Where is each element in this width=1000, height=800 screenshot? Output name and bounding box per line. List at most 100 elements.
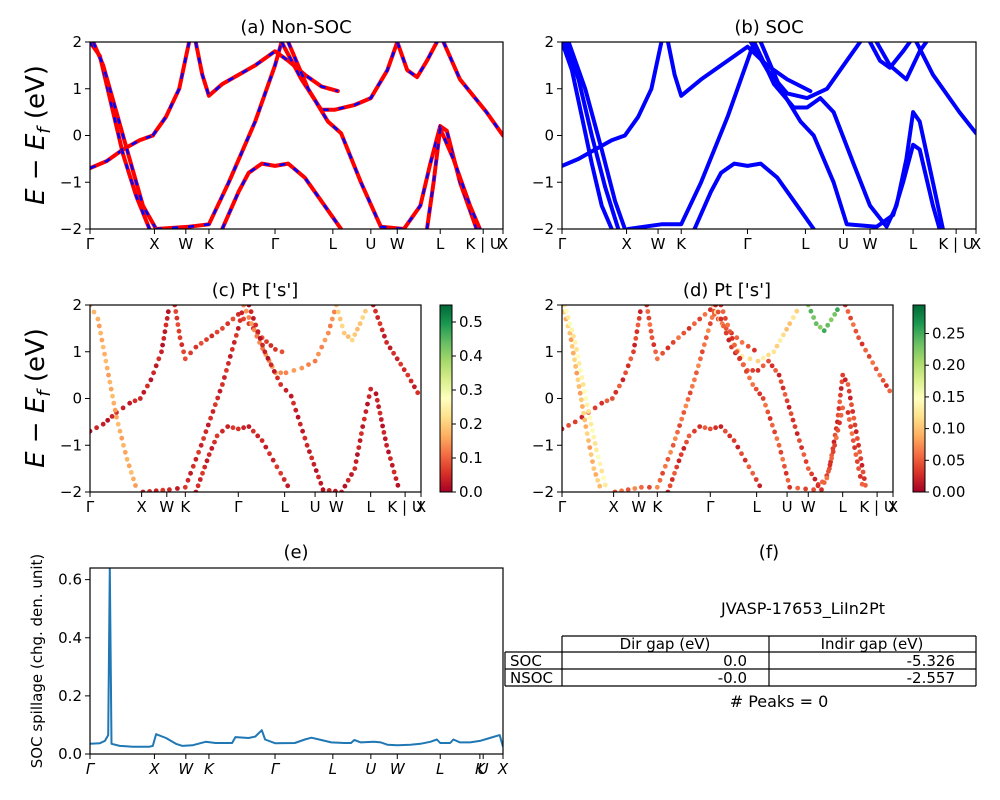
y-tick-label: 1 bbox=[544, 80, 554, 98]
x-tick-label: L bbox=[801, 235, 810, 253]
band-line bbox=[752, 42, 945, 229]
band-point bbox=[583, 396, 589, 401]
band-point bbox=[564, 308, 569, 314]
band-point bbox=[162, 329, 168, 335]
band-point bbox=[604, 398, 610, 404]
band-point bbox=[368, 386, 374, 392]
band-point bbox=[260, 342, 265, 348]
x-tick-label: K | U bbox=[387, 498, 422, 516]
band-point bbox=[853, 452, 859, 457]
panel-d-colorbar: 0.25 0.20 0.15 0.10 0.05 0.00 bbox=[912, 304, 965, 501]
band-point bbox=[631, 349, 636, 355]
x-tick-label: X bbox=[149, 235, 159, 253]
band-point bbox=[94, 425, 99, 431]
plot-frame bbox=[89, 567, 504, 755]
y-tick-label: 0 bbox=[72, 127, 82, 145]
x-tick-label: X bbox=[971, 235, 981, 253]
y-tick-label: 1 bbox=[544, 343, 554, 361]
band-point bbox=[848, 315, 853, 321]
band-line bbox=[692, 161, 816, 229]
y-tick-label: −2 bbox=[532, 220, 554, 238]
band-point bbox=[237, 318, 243, 323]
band-point bbox=[713, 425, 718, 431]
band-point bbox=[248, 309, 254, 315]
band-point bbox=[591, 466, 597, 471]
band-point bbox=[122, 449, 128, 455]
band-point bbox=[283, 387, 289, 393]
panel-c-ylabel-unit: (eV) bbox=[21, 328, 51, 390]
band-point bbox=[842, 377, 848, 383]
band-point bbox=[794, 308, 800, 314]
band-point bbox=[220, 382, 225, 387]
band-point bbox=[828, 317, 834, 323]
band-point bbox=[767, 416, 773, 421]
band-line bbox=[91, 42, 159, 229]
band-point bbox=[175, 486, 180, 491]
band-point bbox=[662, 463, 668, 469]
band-point bbox=[374, 397, 380, 403]
band-point bbox=[278, 370, 284, 376]
panel-d: (d) Pt ['s'] 210−1−2Γ X W K Γ L U W L K | UX 0.25… bbox=[532, 280, 966, 516]
band-point bbox=[161, 336, 167, 341]
panel-c-ylabel: E − Ef (eV) bbox=[21, 328, 55, 468]
x-tick-label: Γ bbox=[271, 760, 281, 778]
band-point bbox=[363, 409, 369, 414]
band-point bbox=[145, 383, 150, 389]
band-point bbox=[857, 474, 863, 479]
band-point bbox=[587, 415, 593, 421]
band-point bbox=[212, 402, 218, 408]
band-point bbox=[811, 487, 816, 492]
band-point bbox=[648, 328, 654, 334]
spillage-line bbox=[90, 568, 503, 748]
band-point bbox=[790, 315, 796, 320]
panel-f-title: (f) bbox=[759, 542, 779, 563]
band-point bbox=[740, 362, 746, 368]
y-tick-label: 1 bbox=[72, 80, 82, 98]
band-point bbox=[270, 457, 276, 463]
band-line-soc-overlay bbox=[425, 123, 482, 229]
band-point bbox=[782, 463, 787, 469]
band-point bbox=[731, 438, 737, 443]
band-point bbox=[333, 488, 338, 492]
band-point bbox=[345, 334, 351, 339]
band-point bbox=[188, 350, 194, 356]
band-point bbox=[112, 407, 118, 413]
band-point bbox=[253, 322, 259, 328]
band-point bbox=[246, 424, 252, 429]
band-point bbox=[884, 383, 889, 388]
gap-table-row-soc-label: SOC bbox=[510, 652, 542, 670]
band-point bbox=[316, 474, 321, 480]
band-point bbox=[849, 402, 854, 408]
panel-a-series bbox=[90, 42, 503, 229]
x-tick-label: X bbox=[416, 498, 426, 516]
band-point bbox=[195, 483, 201, 489]
band-point bbox=[220, 428, 225, 434]
colorbar-tick-label: 0.20 bbox=[932, 356, 965, 374]
band-point bbox=[580, 382, 586, 387]
band-point bbox=[702, 312, 708, 317]
band-point bbox=[619, 488, 624, 492]
band-point bbox=[742, 457, 748, 463]
band-point bbox=[665, 345, 671, 351]
y-tick-label: 0 bbox=[72, 390, 82, 408]
band-point bbox=[670, 340, 676, 345]
band-point bbox=[588, 452, 594, 457]
band-point bbox=[653, 349, 658, 355]
band-point bbox=[578, 368, 583, 373]
band-line bbox=[562, 42, 614, 229]
band-point bbox=[832, 442, 838, 448]
band-point bbox=[378, 417, 384, 422]
band-point bbox=[133, 483, 138, 488]
band-point bbox=[365, 401, 370, 407]
band-point bbox=[584, 402, 590, 408]
band-point bbox=[572, 340, 578, 345]
x-tick-label: K bbox=[180, 498, 191, 516]
band-point bbox=[683, 403, 689, 409]
band-point bbox=[220, 326, 225, 331]
band-point bbox=[235, 426, 241, 432]
band-point bbox=[592, 441, 598, 446]
band-point bbox=[373, 391, 379, 397]
x-tick-label: L bbox=[367, 498, 376, 516]
band-point bbox=[811, 315, 816, 320]
